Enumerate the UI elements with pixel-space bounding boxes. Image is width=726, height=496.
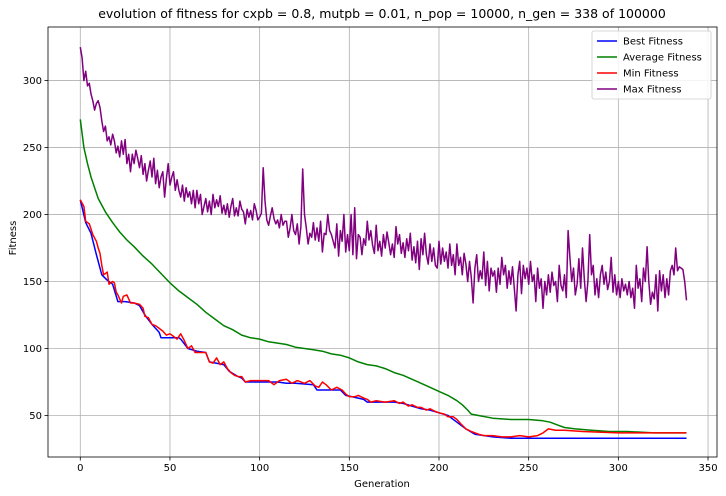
x-tick-label: 200 bbox=[429, 463, 448, 474]
y-tick-label: 200 bbox=[23, 210, 42, 221]
chart-title: evolution of fitness for cxpb = 0.8, mut… bbox=[98, 6, 666, 21]
legend: Best Fitness Average Fitness Min Fitness Ma… bbox=[591, 30, 712, 100]
x-axis-ticks: 0 50 100 150 200 250 300 350 bbox=[77, 457, 718, 474]
x-tick-label: 300 bbox=[609, 463, 628, 474]
y-tick-label: 300 bbox=[23, 76, 42, 87]
legend-label-max-fitness: Max Fitness bbox=[623, 85, 682, 96]
series-line-min-fitness bbox=[79, 199, 687, 438]
plot-frame bbox=[47, 26, 718, 458]
legend-label-average-fitness: Average Fitness bbox=[623, 53, 702, 64]
x-tick-label: 100 bbox=[250, 463, 269, 474]
y-tick-label: 50 bbox=[29, 411, 42, 422]
x-tick-label: 350 bbox=[698, 463, 717, 474]
series-line-average-fitness bbox=[79, 119, 687, 434]
x-tick-label: 50 bbox=[164, 463, 177, 474]
legend-box bbox=[591, 30, 712, 100]
y-tick-label: 150 bbox=[23, 277, 42, 288]
legend-label-min-fitness: Min Fitness bbox=[623, 69, 679, 80]
y-tick-label: 100 bbox=[23, 344, 42, 355]
legend-label-best-fitness: Best Fitness bbox=[623, 37, 683, 48]
series-line-best-fitness bbox=[79, 199, 687, 439]
y-tick-label: 250 bbox=[23, 143, 42, 154]
series-lines bbox=[79, 46, 688, 439]
x-tick-label: 250 bbox=[519, 463, 538, 474]
y-axis-label: Fitness bbox=[8, 221, 19, 256]
y-axis-ticks: 50 100 150 200 250 300 bbox=[23, 76, 48, 422]
series-line-max-fitness bbox=[79, 46, 688, 312]
x-tick-label: 0 bbox=[77, 463, 83, 474]
x-tick-label: 150 bbox=[340, 463, 359, 474]
x-axis-label: Generation bbox=[354, 479, 410, 490]
